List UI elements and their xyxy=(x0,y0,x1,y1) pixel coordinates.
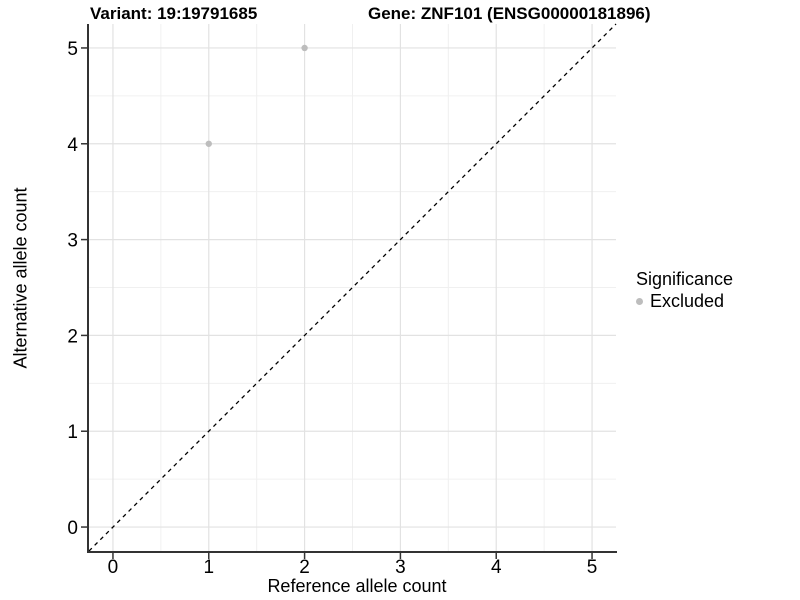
x-tick-label: 3 xyxy=(395,557,406,578)
y-tick-label: 2 xyxy=(67,326,78,347)
x-tick-label: 0 xyxy=(108,557,119,578)
x-tick-label: 2 xyxy=(299,557,310,578)
y-tick-label: 4 xyxy=(67,135,78,156)
legend-title: Significance xyxy=(636,269,734,289)
data-point xyxy=(301,44,308,52)
legend-entry-excluded: Excluded xyxy=(636,291,733,312)
y-tick-label: 1 xyxy=(67,422,78,443)
y-tick-label: 5 xyxy=(67,39,78,60)
y-tick-label: 0 xyxy=(67,518,78,539)
legend-entry-label: Excluded xyxy=(650,291,725,311)
plot-title-variant: Variant: 19:19791685 xyxy=(90,4,258,23)
plot-title-gene: Gene: ZNF101 (ENSG00000181896) xyxy=(368,4,651,23)
x-tick-label: 1 xyxy=(203,557,214,578)
y-axis-title: Alternative allele count xyxy=(10,187,31,369)
data-point xyxy=(205,140,212,147)
y-tick-label: 3 xyxy=(67,231,78,252)
legend-point-icon xyxy=(636,298,643,305)
x-axis-title: Reference allele count xyxy=(267,576,447,596)
x-tick-label: 4 xyxy=(491,557,502,578)
x-tick-label: 5 xyxy=(587,557,598,578)
legend: Significance Excluded xyxy=(636,269,733,312)
